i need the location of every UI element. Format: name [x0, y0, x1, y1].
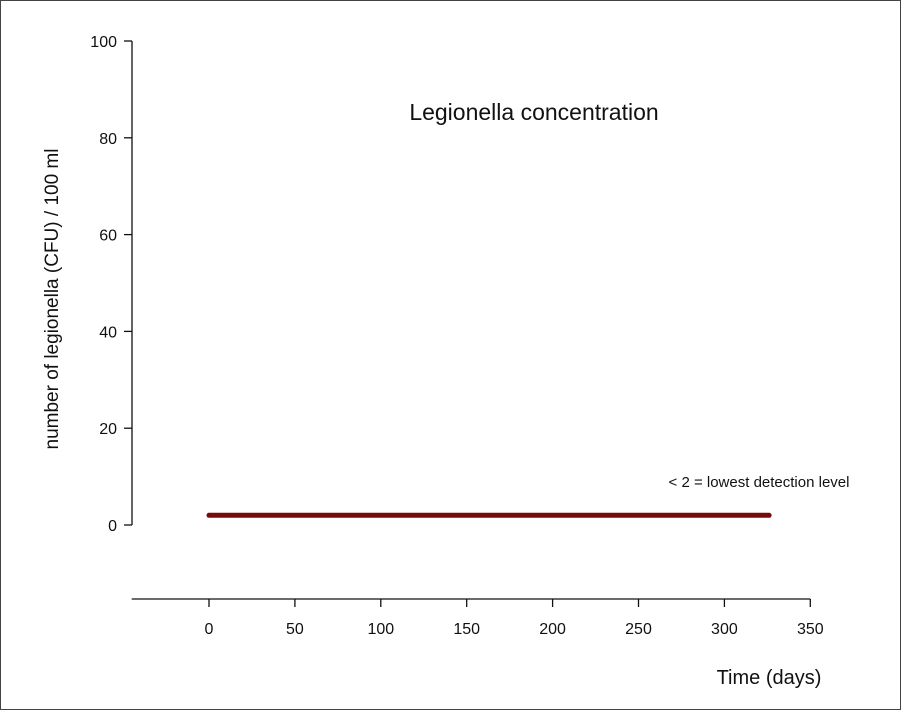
- y-tick-label: 0: [108, 518, 117, 535]
- y-ticks: 0 20 40 60 80 100: [90, 34, 132, 535]
- axes: 0 20 40 60 80 100 0 50 100 150 200 250 300 350: [90, 34, 823, 638]
- y-axis-label: number of legionella (CFU) / 100 ml: [42, 149, 63, 450]
- y-tick-label: 80: [99, 131, 117, 148]
- x-axis-label: Time (days): [717, 667, 822, 689]
- y-tick-label: 20: [99, 421, 117, 438]
- y-tick-label: 60: [99, 228, 117, 245]
- x-tick-label: 200: [539, 621, 566, 638]
- chart-title: Legionella concentration: [409, 99, 658, 125]
- x-tick-label: 150: [453, 621, 480, 638]
- x-tick-label: 350: [797, 621, 824, 638]
- x-ticks: 0 50 100 150 200 250 300 350: [205, 599, 824, 638]
- x-tick-label: 300: [711, 621, 738, 638]
- x-tick-label: 250: [625, 621, 652, 638]
- y-tick-label: 100: [90, 34, 117, 51]
- y-tick-label: 40: [99, 324, 117, 341]
- x-tick-label: 50: [286, 621, 304, 638]
- detection-level-annotation: < 2 = lowest detection level: [669, 474, 850, 491]
- x-tick-label: 0: [205, 621, 214, 638]
- x-tick-label: 100: [367, 621, 394, 638]
